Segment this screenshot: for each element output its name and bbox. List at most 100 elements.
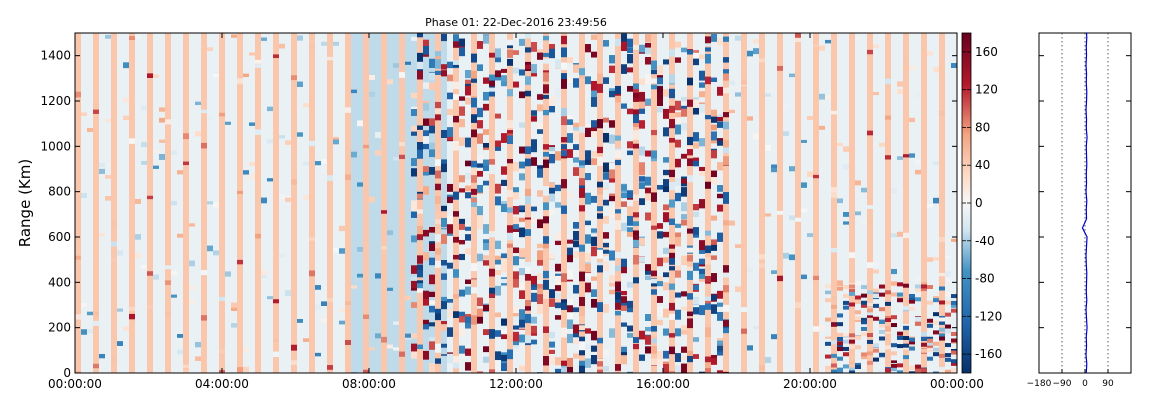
heatmap-column [441, 33, 448, 373]
heatmap-column [687, 33, 694, 373]
heatmap-column [267, 33, 274, 373]
heatmap-column [705, 33, 712, 373]
heatmap-x-ticks: 00:00:00 04:00:00 08:00:00 12:00:00 16:00:00… [48, 33, 984, 391]
heatmap-column [771, 33, 778, 373]
colorbar-tick: -40 [962, 234, 995, 248]
heatmap-column [633, 33, 640, 373]
heatmap-column [129, 33, 136, 373]
heatmap-column [243, 33, 250, 373]
heatmap-column [393, 33, 400, 373]
heatmap-column [411, 33, 418, 373]
heatmap-column [249, 33, 256, 373]
heatmap-column [825, 33, 832, 373]
heatmap-column [183, 33, 190, 373]
heatmap-column [363, 33, 370, 373]
heatmap-column [543, 33, 550, 373]
heatmap-column [147, 33, 154, 373]
heatmap-column [813, 33, 820, 373]
heatmap-column [867, 33, 874, 373]
y-tick-label: 400 [48, 275, 71, 289]
colorbar-tick-label: 80 [975, 120, 990, 134]
heatmap-column [555, 33, 562, 373]
heatmap-column [453, 33, 460, 373]
y-tick-label: 800 [48, 185, 71, 199]
heatmap-column [819, 33, 826, 373]
profile-line [1081, 32, 1088, 374]
colorbar-tick: -80 [962, 272, 995, 286]
heatmap-column [837, 33, 844, 373]
profile-x-tick: −90 [1053, 369, 1072, 389]
colorbar-tick: 80 [962, 120, 990, 134]
heatmap-column [81, 33, 88, 373]
x-tick: 04:00:00 [195, 33, 249, 391]
colorbar-tick: 160 [962, 45, 998, 59]
heatmap-column [219, 33, 226, 373]
heatmap-column [657, 33, 664, 373]
heatmap-column [117, 33, 124, 373]
heatmap-column [843, 33, 850, 373]
heatmap-column [741, 33, 748, 373]
heatmap-column [387, 33, 394, 373]
heatmap-column [675, 33, 682, 373]
heatmap-column [603, 33, 610, 373]
heatmap-column [381, 33, 388, 373]
x-tick-label: 20:00:00 [783, 377, 837, 391]
heatmap-column [471, 33, 478, 373]
heatmap-column [459, 33, 466, 373]
heatmap-column [537, 33, 544, 373]
profile-series [1081, 32, 1088, 374]
y-axis-label: Range (Km) [16, 159, 34, 247]
heatmap-column [861, 33, 868, 373]
colorbar-tick: -160 [962, 347, 1002, 361]
heatmap-column [405, 33, 412, 373]
heatmap-column [141, 33, 148, 373]
heatmap-column [783, 33, 790, 373]
heatmap-column [327, 33, 334, 373]
heatmap-column [315, 33, 322, 373]
heatmap-column [801, 33, 808, 373]
heatmap-column [201, 33, 208, 373]
heatmap-column [105, 33, 112, 373]
y-tick: 400 [48, 275, 957, 289]
heatmap-column [375, 33, 382, 373]
profile-x-tick-label: −180 [1027, 379, 1052, 389]
heatmap-column [159, 33, 166, 373]
heatmap-column [111, 33, 118, 373]
heatmap-column [597, 33, 604, 373]
heatmap-column [621, 33, 628, 373]
heatmap-column [915, 33, 922, 373]
heatmap-column [549, 33, 556, 373]
heatmap-column [153, 33, 160, 373]
heatmap-column [297, 33, 304, 373]
heatmap-column [663, 33, 670, 373]
heatmap-column [483, 33, 490, 373]
profile-x-tick: −180 [1027, 369, 1052, 389]
chart-title: Phase 01: 22-Dec-2016 23:49:56 [425, 16, 607, 29]
heatmap-column [609, 33, 616, 373]
heatmap-column [423, 33, 430, 373]
heatmap-column [177, 33, 184, 373]
heatmap-column [747, 33, 754, 373]
profile-x-ticks: −180 −90 0 90 [1027, 369, 1114, 389]
heatmap-column [135, 33, 142, 373]
x-tick-label: 00:00:00 [48, 377, 102, 391]
heatmap-column [417, 33, 424, 373]
heatmap-column [369, 33, 376, 373]
x-tick: 00:00:00 [48, 33, 102, 391]
colorbar-tick-label: -80 [975, 272, 995, 286]
heatmap-column [855, 33, 862, 373]
heatmap-column [213, 33, 220, 373]
heatmap-column [303, 33, 310, 373]
x-tick-label: 08:00:00 [342, 377, 396, 391]
colorbar-tick: 40 [962, 158, 990, 172]
heatmap-column [333, 33, 340, 373]
heatmap-column [351, 33, 358, 373]
heatmap-column [645, 33, 652, 373]
heatmap-column [531, 33, 538, 373]
heatmap-column [447, 33, 454, 373]
x-tick: 16:00:00 [636, 33, 690, 391]
colorbar-tick-label: -120 [975, 309, 1002, 323]
colorbar-tick-label: 160 [975, 45, 998, 59]
heatmap [74, 32, 958, 374]
heatmap-column [903, 33, 910, 373]
